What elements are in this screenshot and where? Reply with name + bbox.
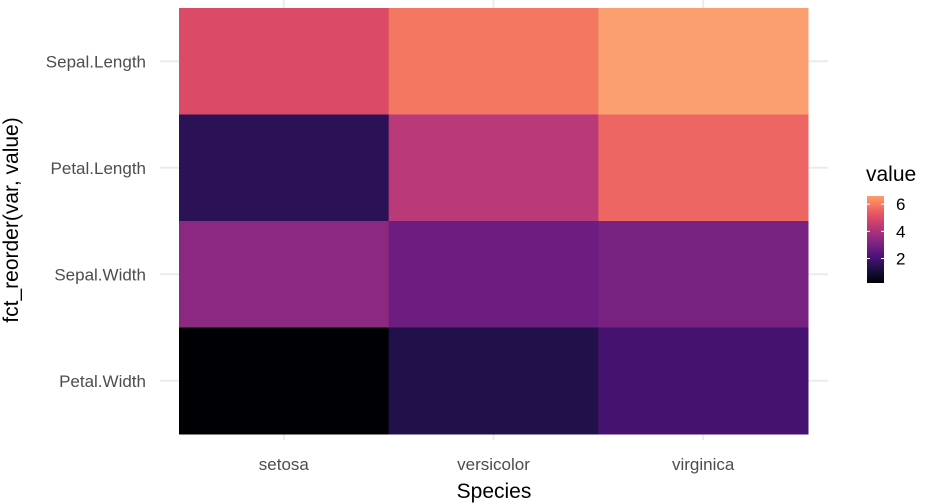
legend: value 2 4 6 [866,163,916,283]
legend-title: value [866,163,916,186]
x-axis-ticks: setosa versicolor virginica [259,455,735,474]
heatmap-cell-Petal.Width-virginica [598,327,809,435]
y-axis-title: fct_reorder(var, value) [0,117,23,322]
heatmap-cell-Petal.Width-setosa [179,327,390,435]
heatmap-cell-Sepal.Width-versicolor [388,221,599,328]
heatmap-cell-Petal.Width-versicolor [388,327,599,435]
x-tick-label: virginica [672,455,735,474]
y-axis-ticks: Sepal.Length Petal.Length Sepal.Width Petal… [46,52,146,391]
y-tick-label: Sepal.Length [46,52,146,71]
legend-tick-label: 2 [896,250,905,269]
heatmap-cell-Petal.Length-setosa [179,114,390,222]
legend-tick-label: 6 [896,195,905,214]
heatmap-cell-Sepal.Length-setosa [179,8,390,115]
heatmap-cells [179,8,809,435]
heatmap-cell-Sepal.Length-versicolor [388,8,599,115]
legend-tick-label: 4 [896,222,905,241]
heatmap-cell-Sepal.Width-setosa [179,221,390,328]
x-tick-label: setosa [259,455,310,474]
x-tick-label: versicolor [457,455,530,474]
y-tick-label: Petal.Length [51,159,146,178]
heatmap-cell-Sepal.Width-virginica [598,221,809,328]
legend-colorbar [867,196,884,283]
heatmap-cell-Petal.Length-virginica [598,114,809,222]
heatmap-cell-Sepal.Length-virginica [598,8,809,115]
x-axis-title: Species [457,480,532,503]
legend-ticks: 2 4 6 [867,195,905,269]
y-tick-label: Petal.Width [59,372,146,391]
heatmap-cell-Petal.Length-versicolor [388,114,599,222]
y-tick-label: Sepal.Width [54,265,146,284]
